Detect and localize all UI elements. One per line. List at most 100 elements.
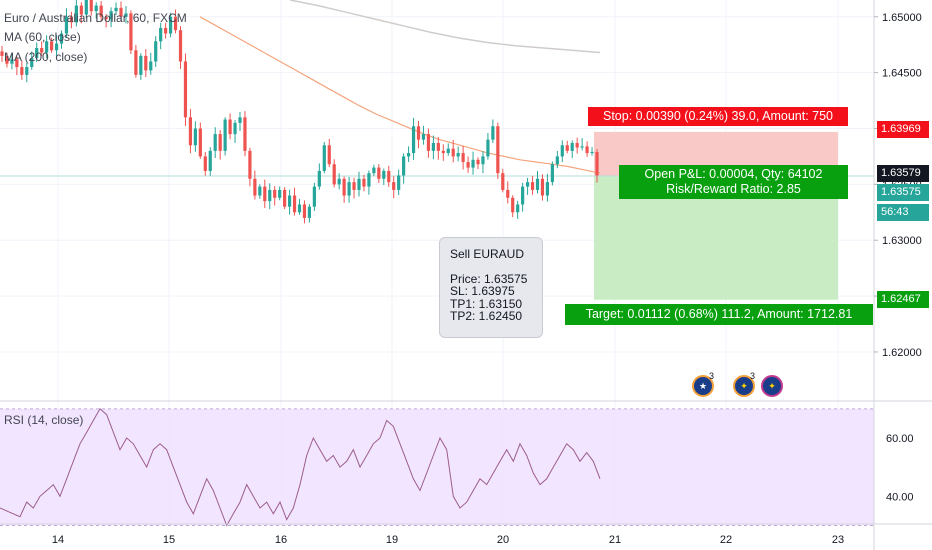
candle-body: [10, 59, 14, 64]
candle-body: [367, 173, 371, 187]
price-tick-label: 1.63000: [882, 235, 922, 247]
candle-body: [30, 58, 34, 68]
candle-body: [580, 146, 584, 148]
candle-body: [431, 143, 435, 151]
candle-body: [188, 117, 193, 146]
candle-body: [357, 178, 361, 190]
candle-body: [0, 51, 4, 56]
moving-averages: [199, 0, 601, 174]
candle-body: [456, 153, 460, 157]
stop-label: Stop: 0.00390 (0.24%) 39.0, Amount: 750: [588, 107, 848, 126]
candle-body: [278, 189, 282, 198]
candle-body: [491, 126, 495, 140]
time-tick-label: 21: [609, 534, 621, 546]
target-price-label: 1.62467: [877, 291, 929, 308]
candle-body: [69, 16, 74, 23]
trade-note[interactable]: Sell EURAUD Price: 1.63575 SL: 1.63975 T…: [439, 237, 543, 338]
candle-body: [560, 145, 564, 157]
candle-body: [397, 175, 401, 190]
candle-body: [481, 156, 485, 165]
candle-body: [535, 178, 540, 190]
candle-body: [273, 189, 277, 198]
candle-body: [287, 195, 292, 207]
candle-body: [89, 0, 93, 12]
candle-body: [248, 150, 252, 179]
candle-body: [575, 143, 579, 148]
ma200-line: [289, 0, 601, 54]
candle-body: [178, 30, 183, 62]
candle-body: [144, 55, 148, 71]
candle-body: [228, 119, 232, 135]
ma60-legend[interactable]: MA (60, close): [4, 30, 81, 44]
note-price: Price: 1.63575: [450, 271, 528, 286]
time-tick-label: 22: [720, 534, 732, 546]
candle-body: [501, 173, 505, 190]
symbol-legend[interactable]: Euro / Australian Dollar, 60, FXCM: [4, 11, 187, 25]
open-pnl-label: Open P&L: 0.00004, Qty: 64102 Risk/Rewar…: [619, 165, 848, 199]
time-tick-label: 15: [163, 534, 175, 546]
australia-flag-icon[interactable]: ★: [692, 375, 714, 397]
candle-body: [198, 128, 202, 157]
candle-body: [203, 156, 207, 171]
candle-body: [416, 126, 421, 140]
rsi-tick-label: 40.00: [886, 491, 914, 503]
candle-body: [392, 182, 396, 190]
candle-body: [263, 186, 267, 202]
candle-body: [332, 164, 336, 185]
open-pnl-text: Open P&L: 0.00004, Qty: 64102: [644, 167, 823, 181]
europe-flag-icon[interactable]: ✦: [761, 375, 783, 397]
candle-body: [35, 48, 39, 59]
candle-body: [129, 13, 133, 51]
note-tp2: TP2: 1.62450: [450, 309, 523, 323]
candle-body: [134, 50, 138, 75]
candle-body: [64, 16, 69, 34]
candle-body: [109, 11, 113, 19]
candle-body: [173, 16, 178, 31]
candle-body: [164, 27, 168, 34]
ma200-legend[interactable]: MA (200, close): [4, 50, 88, 64]
candle-body: [590, 151, 594, 154]
price-tick-label: 1.64500: [882, 68, 922, 80]
candle-body: [362, 178, 366, 187]
rsi-pane: [0, 400, 932, 527]
candles: [0, 0, 599, 224]
note-title: Sell EURAUD: [450, 247, 525, 261]
candle-body: [496, 126, 500, 174]
candle-body: [327, 145, 331, 165]
candle-body: [297, 204, 302, 213]
rsi-tick-label: 60.00: [886, 433, 914, 445]
stop-price-label: 1.63969: [877, 121, 929, 138]
candle-body: [545, 182, 550, 196]
entry-price-label: 1.63575: [877, 184, 929, 201]
candle-body: [565, 145, 569, 151]
candle-body: [347, 182, 351, 196]
candle-body: [402, 156, 406, 176]
candle-body: [99, 5, 103, 17]
candle-body: [550, 164, 554, 183]
candle-body: [168, 16, 173, 34]
candle-body: [426, 134, 431, 151]
candle-body: [114, 7, 118, 12]
candle-body: [94, 5, 98, 12]
candle-body: [258, 186, 262, 196]
europe-flag-icon[interactable]: ✦: [733, 375, 755, 397]
note-sl: SL: 1.63975: [450, 284, 515, 298]
event-count: 3: [750, 371, 756, 381]
candle-body: [411, 126, 416, 154]
candle-body: [486, 139, 490, 157]
price-tick-label: 1.65000: [882, 12, 922, 24]
candle-body: [451, 148, 455, 157]
candle-body: [441, 150, 445, 154]
candle-body: [446, 148, 450, 154]
rsi-legend[interactable]: RSI (14, close): [4, 413, 84, 427]
candle-body: [461, 153, 465, 163]
time-tick-label: 14: [52, 534, 64, 546]
time-tick-label: 20: [497, 534, 509, 546]
candle-body: [421, 134, 426, 140]
candle-body: [530, 182, 535, 190]
candle-body: [436, 143, 440, 151]
candle-body: [124, 13, 128, 17]
position-tool: [0, 131, 874, 300]
candle-body: [302, 204, 307, 218]
